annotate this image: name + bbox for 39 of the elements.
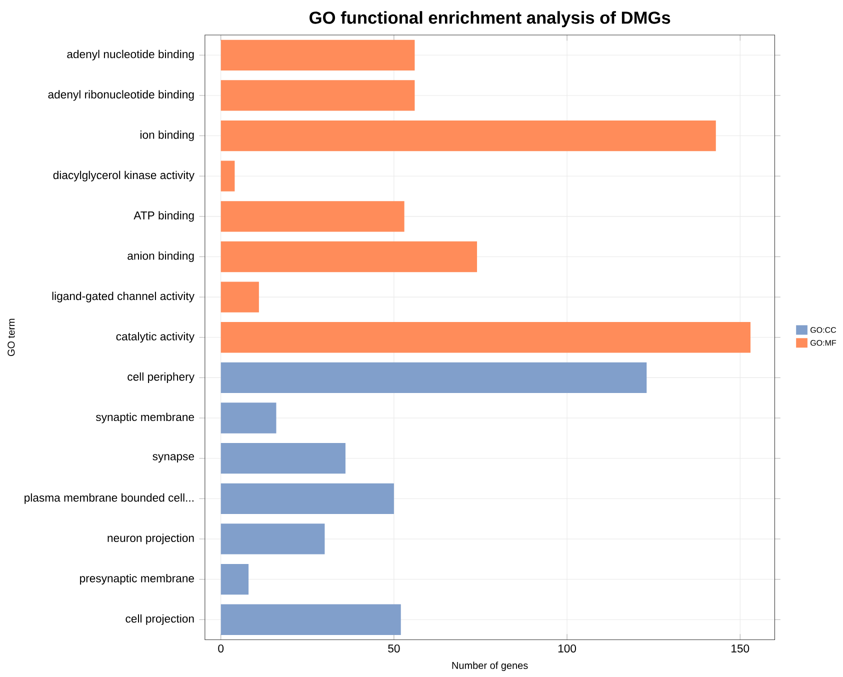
y-tick-label: ion binding xyxy=(140,130,194,142)
bar xyxy=(220,524,325,554)
legend-label: GO:MF xyxy=(810,340,836,346)
bar xyxy=(220,80,415,111)
x-tick-label: 150 xyxy=(732,644,750,653)
y-tick-label: anion binding xyxy=(128,252,194,262)
x-axis-title: Number of genes xyxy=(452,662,528,672)
x-tick-label: 50 xyxy=(388,644,400,653)
x-tick-label: 0 xyxy=(218,644,224,653)
y-tick-label: diacylglycerol kinase activity xyxy=(53,170,194,182)
bar xyxy=(220,362,647,394)
bar xyxy=(220,604,401,636)
y-tick-label: synaptic membrane xyxy=(96,412,194,424)
bar xyxy=(220,564,249,595)
y-tick-label: adenyl ribonucleotide binding xyxy=(48,90,194,101)
bar xyxy=(220,483,394,514)
y-tick-label: cell periphery xyxy=(128,372,194,384)
y-tick-label: ATP binding xyxy=(134,211,194,222)
x-tick-label: 100 xyxy=(558,644,576,653)
bar xyxy=(220,160,235,192)
bar xyxy=(220,282,259,313)
bar xyxy=(220,242,478,272)
bar xyxy=(220,201,404,232)
y-axis-title: GO term xyxy=(8,319,15,356)
bar xyxy=(220,40,415,71)
y-tick-label: neuron projection xyxy=(108,534,194,544)
y-tick-label: synapse xyxy=(152,454,194,463)
y-tick-label: adenyl nucleotide binding xyxy=(67,50,194,61)
bar xyxy=(220,322,750,353)
bar xyxy=(220,402,276,434)
y-tick-label: catalytic activity xyxy=(116,332,194,343)
bar xyxy=(220,120,716,152)
legend-label: GO:CC xyxy=(810,327,836,333)
y-tick-label: ligand-gated channel activity xyxy=(52,292,194,302)
y-tick-label: plasma membrane bounded cell... xyxy=(24,493,194,504)
bar xyxy=(220,443,346,474)
y-tick-label: presynaptic membrane xyxy=(80,574,194,585)
chart-title: GO functional enrichment analysis of DMGs xyxy=(310,11,670,28)
y-tick-label: cell projection xyxy=(126,614,194,626)
